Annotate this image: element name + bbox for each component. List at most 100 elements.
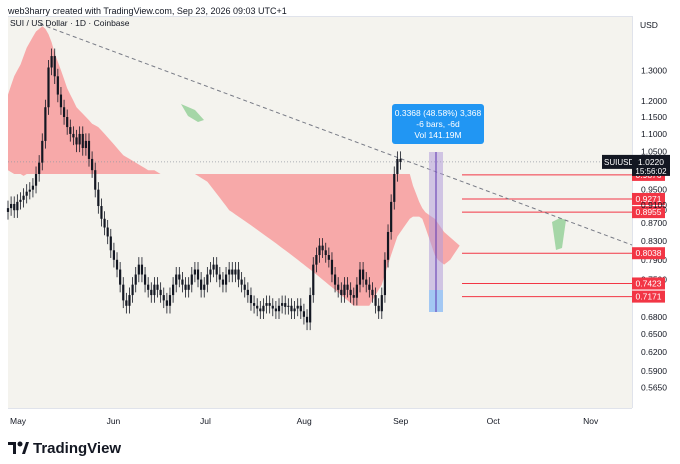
candle-body [305,316,309,323]
level-price-label: 0.7171 [636,292,662,302]
candle-body [231,269,234,275]
candle-body [215,264,218,275]
candle-body [196,269,200,280]
x-tick-label: Nov [583,416,599,426]
candle-body [374,295,377,306]
time-axis[interactable] [8,408,632,437]
candle-body [72,133,75,138]
candle-body [62,107,66,118]
candle-body [137,264,140,275]
candle-body [240,279,243,285]
candle-body [22,195,25,200]
y-tick-label: 0.5900 [641,366,667,376]
candle-body [302,311,306,317]
level-price-tag [632,277,665,290]
level-price-tag [632,192,665,205]
level-price-label: 0.7423 [636,278,662,288]
candle-body [243,284,246,290]
symbol-title: SUI / US Dollar · 1D · Coinbase [10,18,130,28]
candle-body [6,208,10,212]
y-tick-label: 1.0500 [641,147,667,157]
candle-body [252,303,256,306]
candle-body [209,269,212,275]
candle-body [340,289,343,296]
symbol-tag [602,154,632,169]
ichimoku-cloud [8,26,460,306]
candle-body [31,185,35,190]
candle-body [150,289,153,296]
y-tick-label: 0.6500 [641,329,667,339]
tradingview-brand: TradingView [33,440,122,457]
candle-body [352,295,355,298]
candle-body [171,284,175,296]
candle-body [237,269,240,280]
candle-body [100,206,103,219]
candle-body [368,284,371,290]
candle-body [377,305,380,312]
candle-body [318,245,321,256]
y-tick-label: 0.9100 [641,200,667,210]
candle-body [87,140,91,159]
candle-body [383,259,387,296]
candle-body [10,203,13,209]
candle-body [337,284,340,290]
candle-body [38,162,41,174]
candle-body [206,274,209,285]
candle-body [78,133,81,145]
candle-body [224,274,228,285]
candle-body [84,140,87,149]
candle-body [159,289,162,296]
candle-body [156,284,159,290]
y-tick-label: 1.1000 [641,129,667,139]
candle-body [371,289,374,296]
candle-body [386,231,390,260]
candle-body [268,303,271,306]
candle-body [13,203,16,211]
y-tick-label: 1.1500 [641,112,667,122]
candle-body [134,274,137,285]
x-tick-label: Aug [297,416,312,426]
candle-body [147,284,150,290]
candle-body [97,189,100,207]
candle-body [358,269,362,285]
candle-body [390,201,393,232]
countdown-label: 15:56:02 [635,167,667,176]
candle-body [355,284,358,298]
level-price-label: 0.8955 [636,207,662,217]
x-tick-label: Sep [393,416,408,426]
candle-body [249,295,253,304]
tradingview-logo-icon [8,441,29,454]
candle-body [162,295,165,301]
candle-body [262,305,265,312]
x-tick-label: Oct [487,416,501,426]
candle-body [165,300,168,306]
y-tick-label: 0.8700 [641,218,667,228]
cloud-twist-green [181,104,204,122]
candle-body [265,303,268,306]
y-tick-label: 0.6200 [641,347,667,357]
candle-body [274,308,277,312]
candle-body [393,173,396,202]
y-tick-label: 0.6800 [641,312,667,322]
candle-body [218,274,221,280]
candle-body [346,284,349,290]
candle-body [396,158,399,174]
candle-body [365,279,368,285]
candle-body [309,295,312,323]
y-tick-label: 1.3000 [641,65,667,75]
level-price-label: 0.9271 [636,194,662,204]
candle-body [212,264,215,270]
level-price-tag [632,247,665,260]
currency-label: USD [640,20,658,30]
candle-body [115,259,119,270]
level-price-label: 0.8038 [636,248,662,258]
candle-body [187,284,190,290]
candle-body [66,117,69,128]
candle-body [184,284,187,290]
candle-body [193,269,196,275]
candle-body [312,264,315,296]
candle-body [81,133,84,149]
candle-body [69,127,72,134]
candle-body [103,218,106,228]
